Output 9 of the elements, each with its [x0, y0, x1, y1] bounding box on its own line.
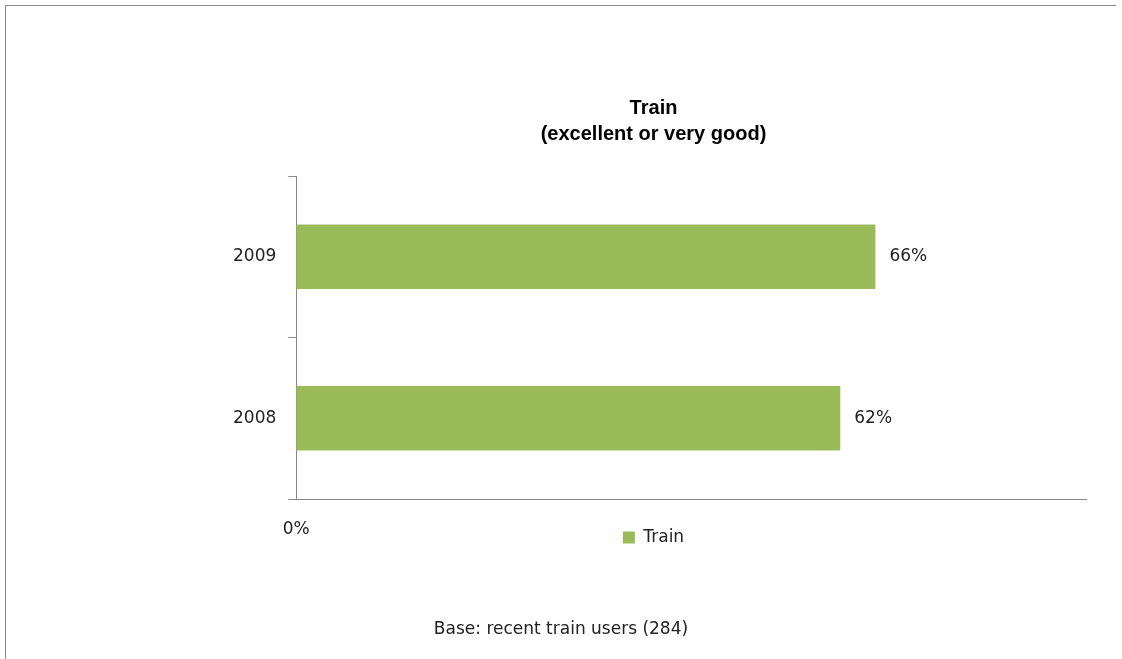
legend-label: Train [642, 525, 685, 546]
data-label: 66% [889, 245, 928, 266]
y-tick-label: 2009 [233, 245, 277, 266]
chart-title: Train [629, 95, 678, 118]
chart-subtitle: (excellent or very good) [540, 121, 767, 144]
data-label: 62% [854, 406, 893, 427]
text: 0% [282, 517, 310, 538]
text: Base: recent train users (284) [432, 618, 690, 638]
y-tick-label: 2008 [233, 406, 277, 427]
